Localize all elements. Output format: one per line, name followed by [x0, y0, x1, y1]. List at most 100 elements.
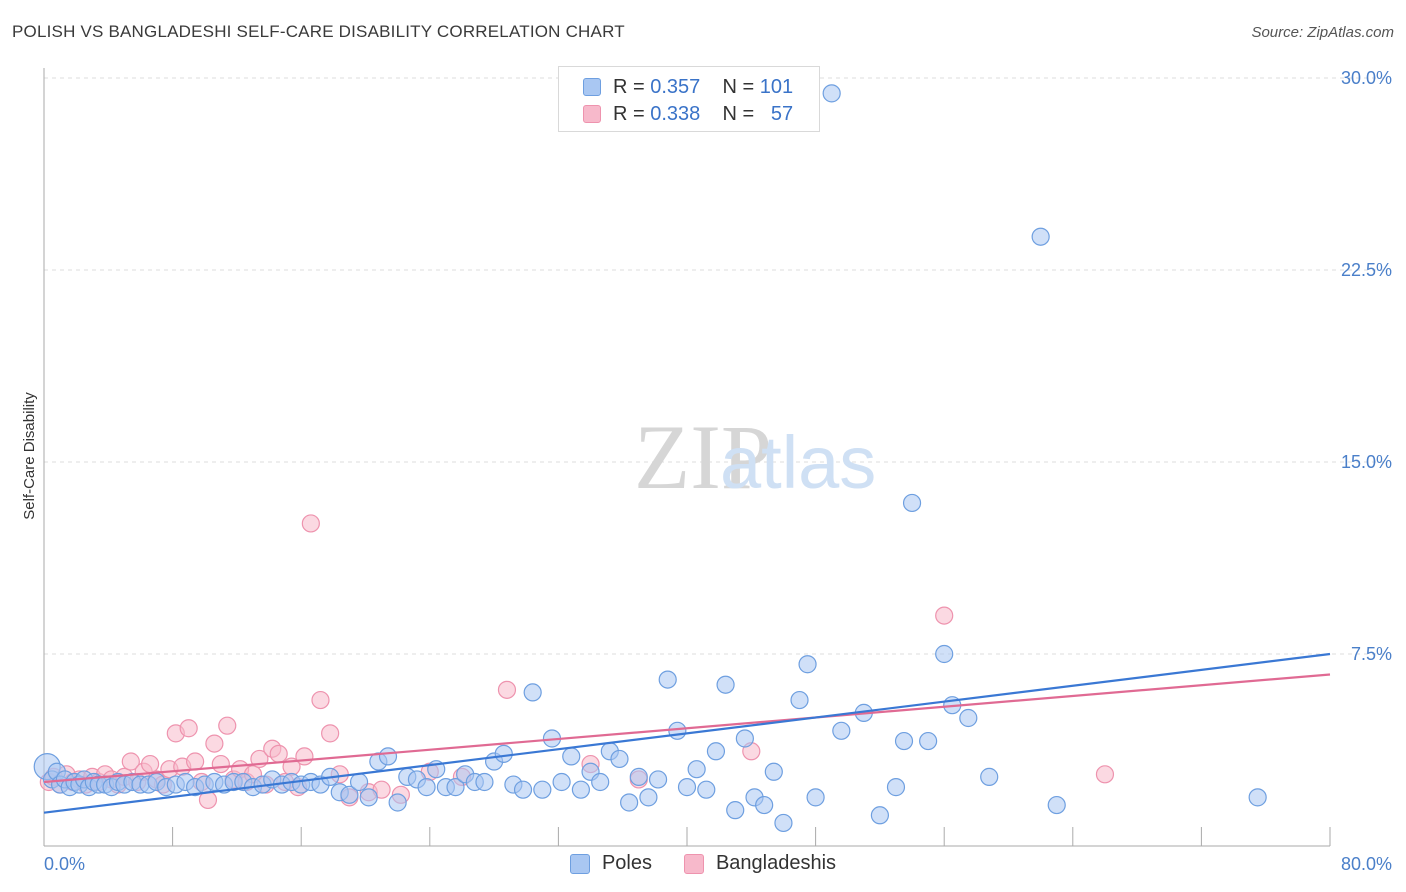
poles-point [513, 780, 533, 799]
poles-point [716, 675, 735, 694]
poles-point [639, 788, 658, 807]
x-tick-label: 80.0% [1341, 854, 1392, 874]
swatch-bangladeshis [683, 853, 704, 874]
poles-point [648, 770, 668, 789]
bangladeshis-point [295, 747, 314, 766]
grid-lines [44, 77, 1386, 655]
poles-point [726, 801, 745, 820]
poles-point [687, 760, 706, 779]
poles-point [668, 721, 687, 740]
legend-swatch-poles [583, 78, 601, 96]
poles-point [798, 655, 817, 674]
legend-r-value: 0.357 [650, 75, 701, 98]
poles-point [1248, 788, 1267, 807]
bangladeshis-point [179, 719, 198, 738]
poles-point [870, 806, 890, 825]
poles-point [349, 772, 369, 792]
y-tick-label: 7.5% [1351, 644, 1392, 664]
stats-legend: R = 0.357 N = 101 R = 0.338 N = 57 [558, 66, 820, 132]
poles-point [533, 780, 552, 799]
legend-n-value: 57 [770, 102, 794, 125]
poles-point [571, 780, 591, 799]
poles-point [790, 690, 809, 710]
poles-point [935, 644, 954, 664]
trend-lines [43, 652, 1331, 814]
y-tick-labels: 7.5% 15.0% 22.5% 30.0% [1341, 68, 1392, 664]
poles-trend-line [43, 652, 1331, 814]
y-tick-label: 22.5% [1341, 260, 1392, 280]
x-tick-label: 0.0% [44, 854, 85, 874]
legend-item-bangladeshis: Bangladeshis [683, 852, 837, 875]
source-label: Source: ZipAtlas.com [1251, 24, 1394, 41]
axes [43, 68, 1331, 847]
swatch-poles [569, 853, 590, 874]
legend-r-value: 0.338 [650, 102, 701, 125]
poles-point [417, 778, 436, 797]
bangladeshis-point [211, 754, 230, 774]
poles-point [658, 670, 677, 689]
bangladeshis-point [269, 744, 288, 763]
poles-point [677, 778, 697, 797]
poles-point [494, 744, 513, 763]
poles-point [475, 772, 494, 792]
y-axis-label: Self-Care Disability [21, 392, 38, 520]
watermark-atlas: atlas [720, 421, 876, 504]
poles-point [919, 731, 938, 751]
legend-r-label: R = [613, 102, 645, 125]
watermark: ZIP atlas [634, 406, 876, 508]
bangladeshis-point [301, 514, 320, 533]
poles-point [610, 749, 629, 769]
legend-label-poles: Poles [601, 852, 652, 874]
bangladeshis-trend-line [43, 673, 1331, 784]
legend-swatch-bangladeshis [583, 105, 601, 123]
poles-point [591, 772, 610, 792]
legend-row-poles: R = 0.357 N = 101 [583, 74, 793, 100]
bangladeshis-point [935, 606, 954, 625]
bangladeshis-point [497, 680, 517, 699]
poles-point [886, 778, 906, 797]
bangladeshis-point [205, 734, 224, 753]
bangladeshis-point [218, 716, 237, 735]
legend-n-value: 101 [759, 75, 794, 98]
legend-item-poles: Poles [569, 852, 652, 875]
poles-point [822, 84, 841, 103]
legend-n-label: N = [722, 102, 755, 125]
bangladeshis-point [321, 724, 340, 743]
poles-point [359, 788, 378, 807]
bangladeshis-point [186, 752, 205, 771]
poles-point [1047, 795, 1066, 815]
poles-point [1031, 227, 1050, 246]
poles-point [806, 788, 825, 807]
legend-r-label: R = [613, 75, 645, 98]
poles-point [764, 762, 783, 781]
poles-point [959, 708, 978, 728]
bangladeshis-points [39, 514, 1115, 810]
poles-point [980, 767, 999, 786]
poles-point [620, 793, 639, 812]
poles-point [697, 780, 716, 799]
poles-point [902, 493, 922, 513]
poles-point [378, 747, 398, 766]
bangladeshis-point [121, 752, 140, 771]
series-legend: Poles Bangladeshis [0, 852, 1406, 875]
poles-point [735, 729, 754, 748]
legend-row-bangladeshis: R = 0.338 N = 57 [583, 101, 793, 127]
bangladeshis-point [140, 754, 160, 774]
y-tick-label: 15.0% [1341, 452, 1392, 472]
poles-point [832, 721, 851, 740]
poles-point [446, 778, 465, 797]
poles-point [629, 767, 648, 786]
poles-point [562, 747, 581, 766]
poles-point [894, 731, 914, 751]
poles-point [523, 683, 542, 702]
poles-point [706, 742, 726, 761]
poles-point [388, 793, 407, 812]
poles-point [774, 813, 793, 833]
legend-label-bangladeshis: Bangladeshis [715, 852, 837, 874]
bangladeshis-point [311, 690, 330, 710]
chart-title: POLISH VS BANGLADESHI SELF-CARE DISABILI… [12, 22, 625, 41]
x-tick-labels: 0.0% 80.0% [44, 854, 1392, 874]
bangladeshis-point [1095, 765, 1115, 784]
watermark-zip: ZIP [634, 406, 772, 508]
